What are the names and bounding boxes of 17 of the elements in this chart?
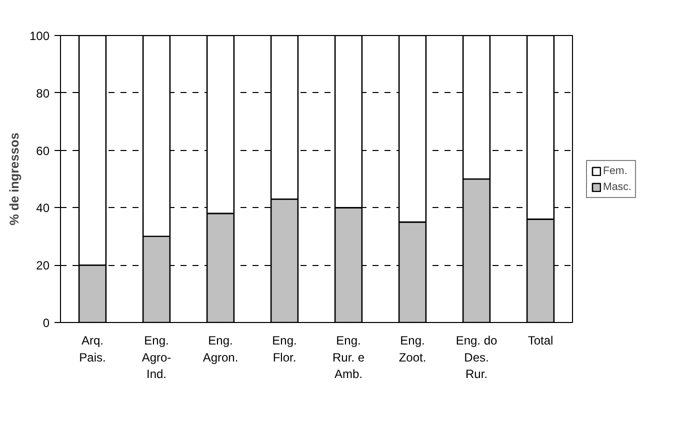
x-tick-label: Eng. Rur. e Amb. <box>332 334 365 382</box>
x-tick-label: Eng. Flor. <box>272 334 297 364</box>
y-tick-label: 80 <box>36 86 50 100</box>
x-tick-label: Eng. Zoot. <box>398 334 426 364</box>
x-tick-label: Eng. Agron. <box>202 334 238 364</box>
x-tick-label: Eng. Agro- Ind. <box>142 334 172 382</box>
x-tick-label: Eng. do Des. Rur. <box>456 334 498 382</box>
y-axis-title: % de ingressos <box>7 132 22 226</box>
y-tick-label: 100 <box>29 29 50 43</box>
x-tick-label: Total <box>528 334 554 348</box>
legend-label: Masc. <box>603 180 632 192</box>
y-tick-label: 0 <box>42 316 50 330</box>
y-tick-label: 60 <box>36 144 50 158</box>
x-tick-label: Arq. Pais. <box>79 334 106 364</box>
legend-label: Fem. <box>603 164 628 176</box>
y-tick-label: 20 <box>36 258 50 273</box>
y-tick-label: 40 <box>36 201 50 216</box>
